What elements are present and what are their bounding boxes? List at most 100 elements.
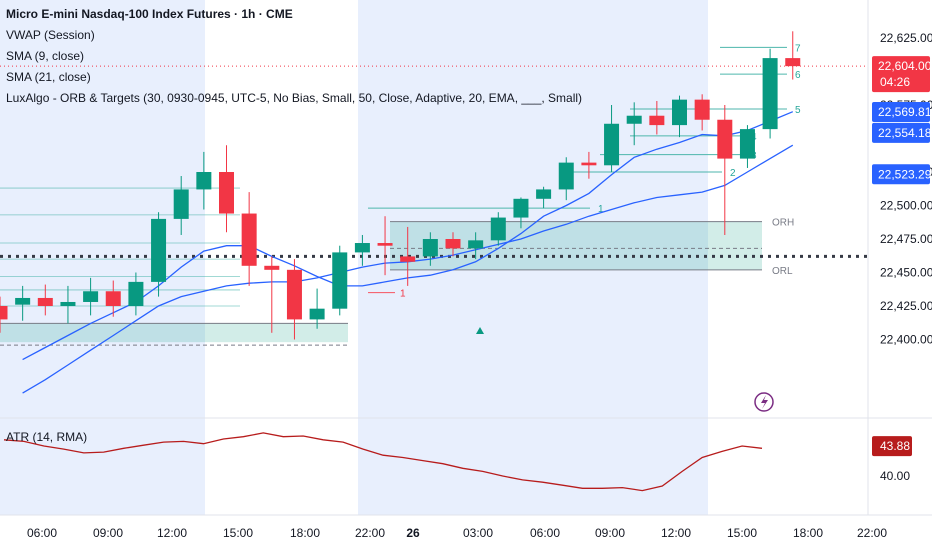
atr-line bbox=[3, 432, 763, 492]
candle-body bbox=[128, 281, 144, 306]
y-tick-label: 22,425.00 bbox=[880, 299, 932, 313]
x-tick-label: 03:00 bbox=[463, 526, 493, 540]
breakout-marker bbox=[476, 327, 484, 334]
candle-body bbox=[672, 99, 687, 126]
x-tick-label: 12:00 bbox=[661, 526, 691, 540]
price-tag-value: 22,554.18 bbox=[878, 126, 932, 140]
target-label-7: 7 bbox=[795, 43, 801, 54]
price-tag-value: 22,523.29 bbox=[878, 167, 932, 181]
indicator-sma21[interactable]: SMA (21, close) bbox=[6, 70, 91, 84]
price-tag-value: 22,604.00 bbox=[878, 59, 932, 73]
chart-legend: Micro E-mini Nasdaq-100 Index Futures · … bbox=[6, 4, 582, 109]
candle-body bbox=[490, 217, 506, 241]
indicator-luxalgo-orb[interactable]: LuxAlgo - ORB & Targets (30, 0930-0945, … bbox=[6, 91, 583, 105]
x-tick-label: 18:00 bbox=[290, 526, 320, 540]
x-tick-label: 22:00 bbox=[355, 526, 385, 540]
candle bbox=[490, 212, 506, 246]
candle bbox=[83, 277, 99, 316]
candle-body bbox=[332, 252, 348, 309]
candle-body bbox=[37, 297, 53, 306]
candle-body bbox=[83, 291, 99, 302]
candle bbox=[377, 216, 393, 276]
candle bbox=[468, 232, 484, 260]
indicator-atr[interactable]: ATR (14, RMA) bbox=[6, 430, 88, 444]
target-label-6: 6 bbox=[795, 70, 801, 81]
atr-tag-bg bbox=[872, 436, 912, 457]
x-tick-label: 15:00 bbox=[223, 526, 253, 540]
x-tick-label: 12:00 bbox=[157, 526, 187, 540]
candle bbox=[604, 105, 620, 172]
x-tick-label: 18:00 bbox=[793, 526, 823, 540]
prev-orb-box bbox=[0, 323, 348, 343]
candle-body bbox=[422, 239, 438, 257]
candle-body bbox=[173, 189, 189, 219]
candle bbox=[128, 272, 144, 316]
candle-body bbox=[264, 265, 280, 270]
price-tag-bg bbox=[872, 56, 930, 93]
candle bbox=[241, 192, 257, 286]
candle bbox=[309, 288, 325, 329]
candle-body bbox=[354, 243, 370, 253]
atr-tick-label: 40.00 bbox=[880, 469, 910, 483]
candle bbox=[286, 259, 302, 340]
x-tick-label: 09:00 bbox=[595, 526, 625, 540]
candle-body bbox=[536, 189, 552, 199]
candle-body bbox=[558, 162, 574, 190]
candle-body bbox=[694, 99, 710, 120]
lightning-icon[interactable] bbox=[754, 392, 774, 412]
x-tick-label: 15:00 bbox=[727, 526, 757, 540]
price-tag-1: 22,569.81 bbox=[872, 101, 932, 122]
candle-body bbox=[241, 213, 257, 266]
target-label-5: 5 bbox=[795, 105, 801, 116]
symbol-title[interactable]: Micro E-mini Nasdaq-100 Index Futures · … bbox=[6, 7, 293, 21]
candle bbox=[739, 125, 755, 168]
candle-body bbox=[604, 123, 620, 166]
price-tag-countdown: 04:26 bbox=[880, 75, 910, 89]
candle-body bbox=[105, 291, 121, 306]
low-target-label: 1 bbox=[400, 289, 406, 300]
target-label-1: 1 bbox=[598, 204, 604, 215]
price-tag-value: 22,569.81 bbox=[878, 105, 932, 119]
price-tag-0: 22,604.00 04:26 bbox=[872, 56, 932, 93]
y-tick-label: 22,475.00 bbox=[880, 232, 932, 246]
candle bbox=[37, 284, 53, 316]
price-tag-bg bbox=[872, 164, 930, 185]
indicator-vwap[interactable]: VWAP (Session) bbox=[6, 28, 95, 42]
price-tag-2: 22,554.18 bbox=[872, 122, 932, 143]
candle bbox=[264, 256, 280, 333]
x-tick-label: 09:00 bbox=[93, 526, 123, 540]
price-tag-bg bbox=[872, 101, 930, 122]
orl-label: ORL bbox=[772, 266, 793, 277]
candle-body bbox=[309, 308, 325, 320]
candle bbox=[332, 245, 348, 316]
y-tick-label: 22,625.00 bbox=[880, 31, 932, 45]
candle bbox=[105, 280, 121, 317]
indicator-sma9[interactable]: SMA (9, close) bbox=[6, 49, 85, 63]
y-tick-label: 22,450.00 bbox=[880, 266, 932, 280]
candle-body bbox=[219, 172, 234, 214]
x-tick-label: 06:00 bbox=[27, 526, 57, 540]
candle bbox=[649, 100, 665, 135]
candle-body bbox=[468, 240, 484, 249]
candle-body bbox=[286, 269, 302, 320]
candle bbox=[513, 197, 529, 229]
candle bbox=[762, 48, 778, 139]
candle-body bbox=[649, 115, 665, 126]
candle bbox=[400, 226, 416, 286]
candle bbox=[785, 31, 801, 80]
x-tick-label: 26 bbox=[406, 526, 420, 540]
candle-body bbox=[15, 297, 31, 305]
y-tick-label: 22,400.00 bbox=[880, 333, 932, 347]
candle-body bbox=[196, 172, 212, 190]
candle bbox=[694, 94, 710, 131]
candle-body bbox=[581, 162, 597, 166]
candle bbox=[196, 151, 212, 210]
candle-body bbox=[445, 239, 461, 249]
candle bbox=[672, 95, 687, 138]
candle-body bbox=[377, 243, 393, 246]
candle bbox=[219, 145, 234, 233]
candle-body bbox=[785, 58, 801, 67]
candle-body bbox=[513, 198, 529, 218]
candle bbox=[717, 105, 733, 235]
